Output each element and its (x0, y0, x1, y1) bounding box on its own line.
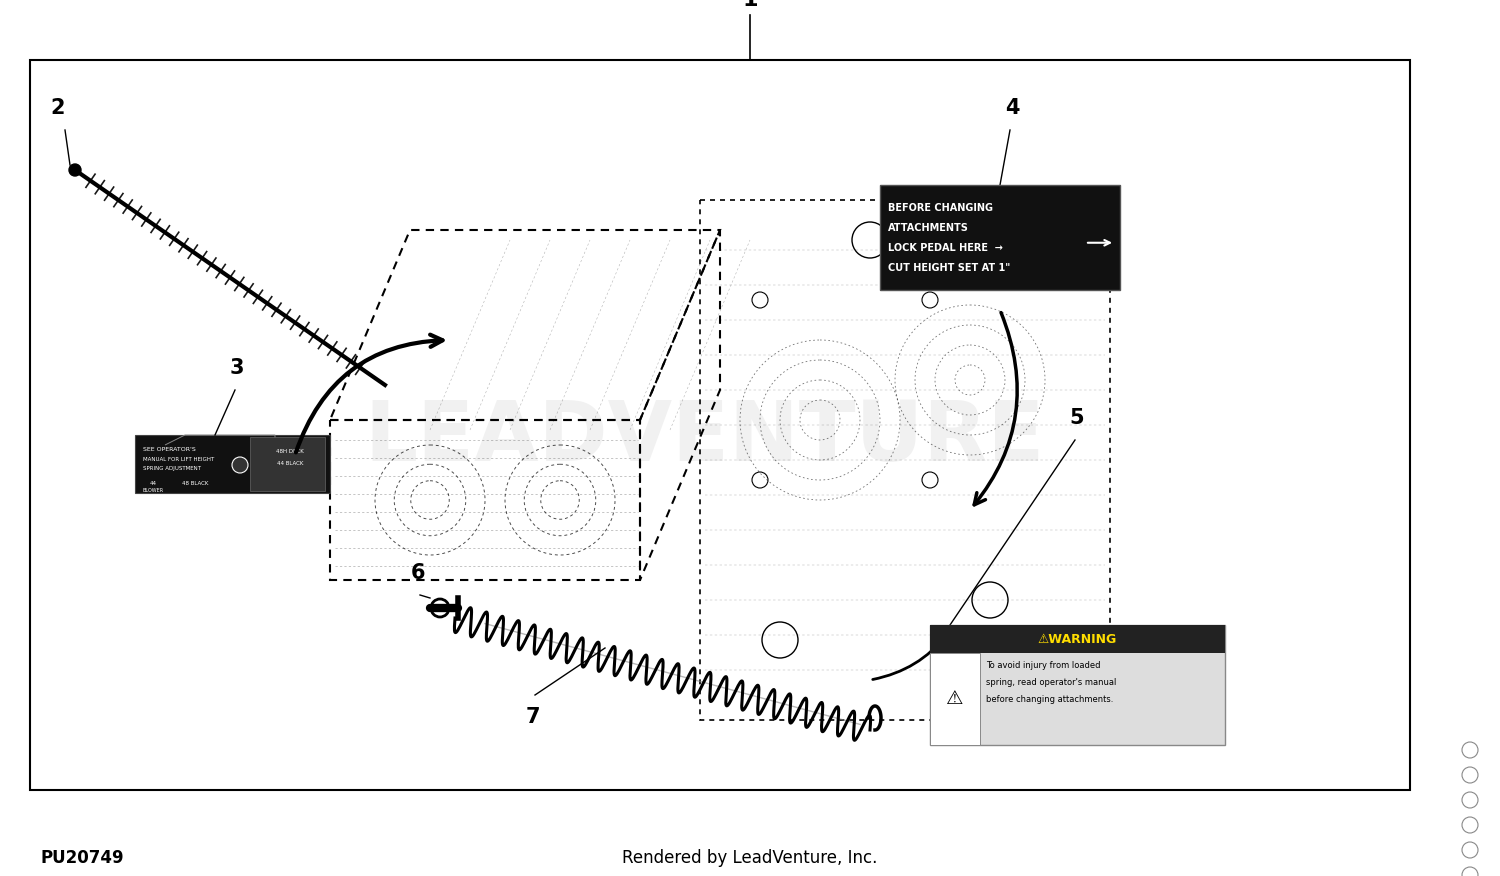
Text: MANUAL FOR LIFT HEIGHT: MANUAL FOR LIFT HEIGHT (142, 457, 214, 462)
Text: LEADVENTURE: LEADVENTURE (364, 398, 1046, 478)
Text: 3: 3 (230, 358, 244, 378)
Circle shape (69, 164, 81, 176)
Text: 7: 7 (525, 707, 540, 727)
Text: PU20749: PU20749 (40, 849, 123, 867)
Text: ⚠: ⚠ (946, 689, 963, 709)
Text: 44: 44 (150, 481, 156, 486)
Text: 6: 6 (411, 563, 426, 583)
Text: CUT HEIGHT SET AT 1": CUT HEIGHT SET AT 1" (888, 263, 1011, 273)
Circle shape (232, 457, 248, 473)
Text: 2: 2 (51, 98, 66, 118)
Text: SPRING ADJUSTMENT: SPRING ADJUSTMENT (142, 466, 201, 471)
Bar (930, 625, 1226, 745)
Bar (930, 625, 1226, 653)
Text: 48 BLACK: 48 BLACK (182, 481, 209, 486)
Text: before changing attachments.: before changing attachments. (986, 695, 1113, 704)
Text: ATTACHMENTS: ATTACHMENTS (888, 223, 969, 233)
Text: 44 BLACK: 44 BLACK (278, 461, 303, 466)
Text: BLOWER: BLOWER (142, 488, 164, 493)
Bar (251, 437, 326, 491)
Text: 4: 4 (1005, 98, 1020, 118)
Text: BEFORE CHANGING: BEFORE CHANGING (888, 203, 993, 213)
Text: LOCK PEDAL HERE  →: LOCK PEDAL HERE → (888, 243, 1004, 253)
Text: 1: 1 (742, 0, 758, 10)
Text: To avoid injury from loaded: To avoid injury from loaded (986, 661, 1101, 670)
Text: ⚠WARNING: ⚠WARNING (1038, 632, 1118, 646)
Text: Rendered by LeadVenture, Inc.: Rendered by LeadVenture, Inc. (622, 849, 878, 867)
Bar (930, 653, 980, 745)
Bar (135, 435, 330, 493)
Bar (880, 185, 1120, 290)
Text: spring, read operator's manual: spring, read operator's manual (986, 678, 1116, 687)
Text: 5: 5 (1070, 408, 1084, 428)
Text: 48H DECK: 48H DECK (276, 449, 304, 454)
Bar (30, 60, 1410, 790)
Text: SEE OPERATOR'S: SEE OPERATOR'S (142, 447, 195, 452)
